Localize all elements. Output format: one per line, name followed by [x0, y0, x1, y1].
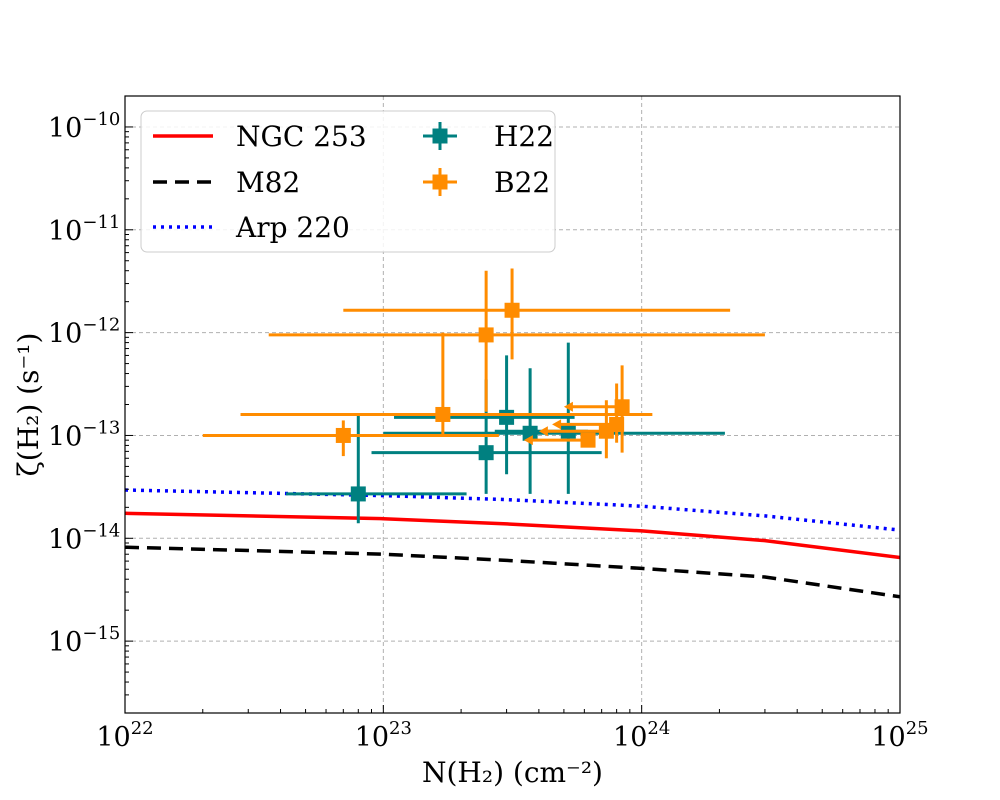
b22-marker [614, 399, 630, 415]
h22-marker [350, 486, 366, 502]
series-line-arp-220 [125, 488, 900, 532]
b22-marker [478, 327, 494, 343]
y-tick-base: 10 [48, 421, 82, 452]
y-tick-exponent: −15 [82, 623, 120, 644]
legend-swatch-h22-marker [432, 128, 448, 144]
h22-marker [522, 425, 538, 441]
y-tick-label: 10−15 [48, 623, 120, 658]
y-tick-base: 10 [48, 216, 82, 247]
x-tick-exponent: 25 [906, 718, 929, 739]
b22-marker [609, 416, 625, 432]
b22-upper-limit-arrowhead [523, 435, 533, 446]
x-tick-label: 1024 [613, 718, 670, 753]
b22-upper-limit-arrowhead [563, 401, 573, 412]
x-tick-label: 1023 [355, 718, 412, 753]
y-tick-base: 10 [48, 113, 82, 144]
y-tick-label: 10−13 [48, 417, 120, 452]
y-tick-base: 10 [48, 524, 82, 555]
legend-label: NGC 253 [236, 120, 367, 153]
y-tick-label: 10−10 [48, 109, 120, 144]
x-tick-exponent: 24 [647, 718, 670, 739]
b22-marker [335, 427, 351, 443]
series-line-m82 [125, 545, 900, 599]
y-tick-label: 10−12 [48, 315, 120, 350]
b22-marker [435, 406, 451, 422]
legend-swatch-b22-marker [432, 174, 448, 190]
legend-label: B22 [494, 166, 550, 199]
b22-data-point [240, 332, 653, 436]
b22-data-point [268, 270, 765, 412]
y-tick-exponent: −14 [82, 520, 120, 541]
b22-upper-limit-arrowhead [538, 426, 548, 437]
x-tick-base: 10 [871, 722, 905, 753]
b22-data-point [343, 268, 731, 360]
b22-marker [580, 432, 596, 448]
y-tick-label: 10−11 [48, 212, 120, 247]
h22-marker [499, 409, 515, 425]
h22-data-point [286, 414, 467, 524]
y-tick-label: 10−14 [48, 520, 120, 555]
legend-label: Arp 220 [235, 211, 350, 244]
b22-upper-limit-arrowhead [552, 419, 562, 430]
data-layer [125, 268, 900, 599]
x-tick-base: 10 [613, 722, 647, 753]
x-tick-label: 1022 [96, 718, 153, 753]
y-tick-exponent: −10 [82, 109, 120, 130]
b22-data-point [523, 432, 596, 448]
legend-frame [140, 110, 556, 253]
b22-data-point [202, 420, 499, 457]
series-line-ngc-253 [125, 511, 900, 560]
y-tick-base: 10 [48, 319, 82, 350]
x-axis-label: N(H₂) (cm⁻²) [422, 756, 603, 789]
h22-marker [478, 445, 494, 461]
legend-label: H22 [494, 120, 554, 153]
b22-data-point [563, 365, 630, 453]
x-tick-exponent: 23 [389, 718, 412, 739]
y-tick-exponent: −12 [82, 315, 120, 336]
x-tick-label: 1025 [871, 718, 928, 753]
y-tick-exponent: −11 [82, 212, 120, 233]
x-tick-base: 10 [96, 722, 130, 753]
y-axis-label: ζ(H₂) (s⁻¹) [12, 333, 45, 477]
x-tick-exponent: 22 [131, 718, 154, 739]
y-tick-exponent: −13 [82, 417, 120, 438]
x-tick-base: 10 [355, 722, 389, 753]
axis-labels: 1022 1023 1024 102510−1010−1110−1210−1310−1… [12, 109, 929, 789]
axis-ticks [124, 95, 901, 714]
y-tick-base: 10 [48, 627, 82, 658]
legend-label: M82 [236, 166, 300, 199]
b22-marker [504, 302, 520, 318]
legend: NGC 253 M82 Arp 220 H22 B22 [140, 110, 556, 253]
